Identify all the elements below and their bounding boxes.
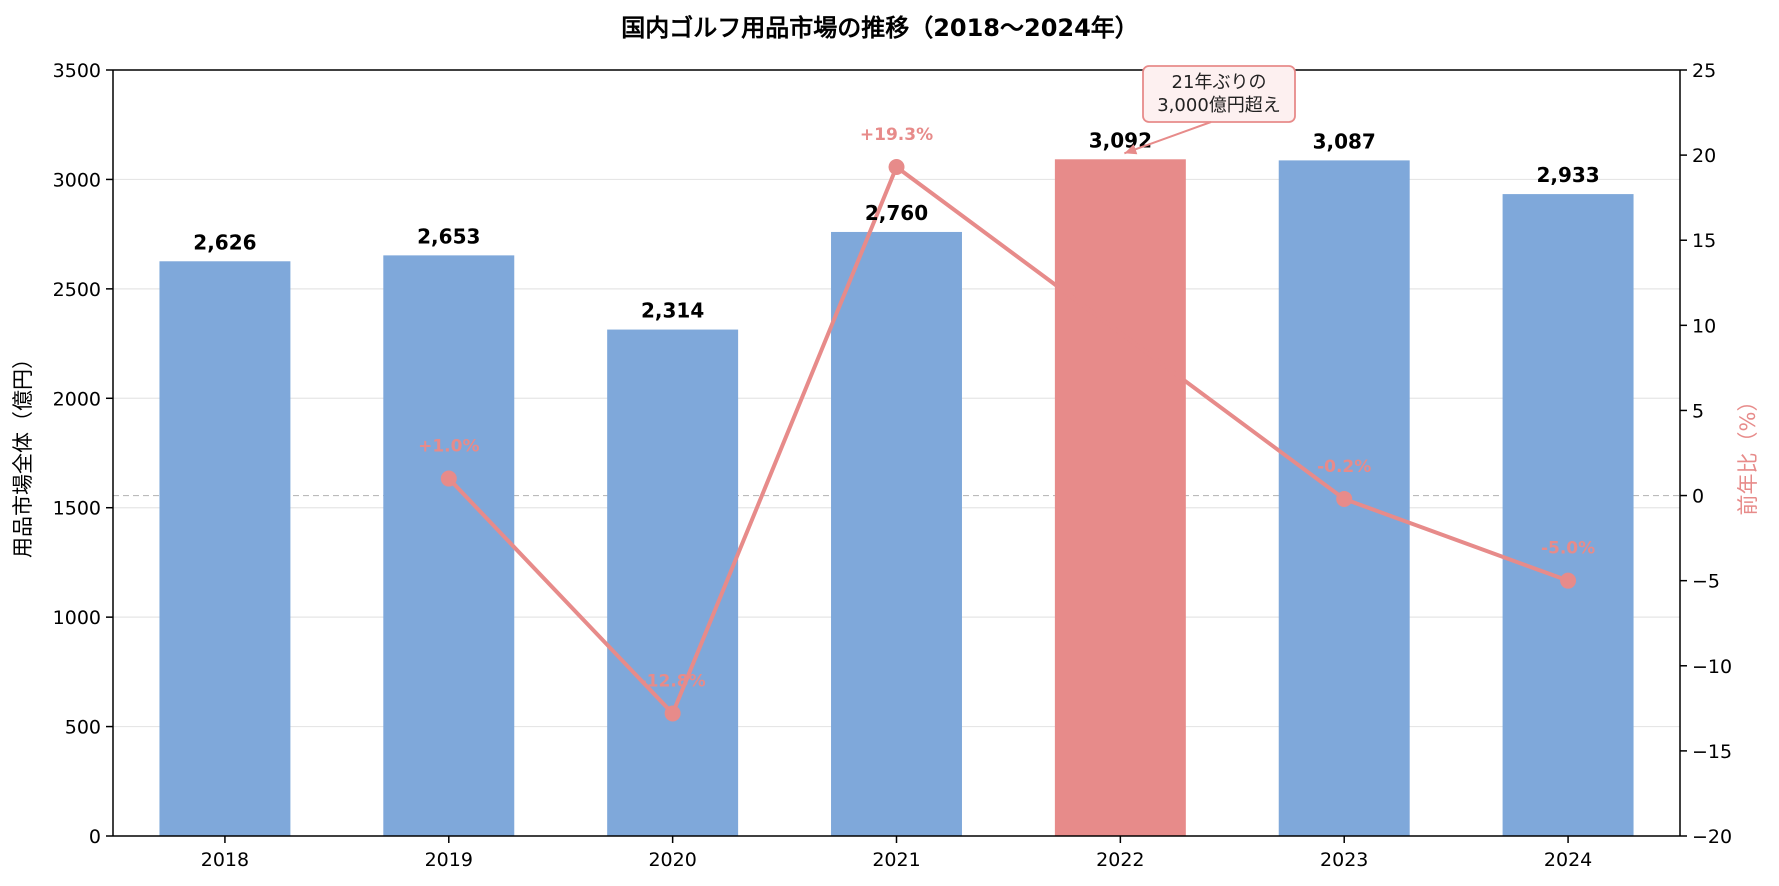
y2-tick-label: 10 — [1692, 315, 1716, 337]
y-tick-label: 0 — [89, 826, 101, 848]
yoy-label: +1.0% — [418, 437, 479, 457]
label-layer: 2,626 2,653 2,314 2,760 3,092 3,087 2,933 +1.0%… — [193, 125, 1599, 691]
y-tick-label: 1500 — [53, 498, 101, 520]
bar-value-label: 2,653 — [417, 224, 480, 248]
y-tick-label: 1000 — [53, 607, 101, 629]
y2-axis-title: 前年比（%） — [1736, 391, 1760, 516]
chart-title: 国内ゴルフ用品市場の推移（2018～2024年） — [621, 14, 1139, 42]
bar — [1054, 159, 1186, 837]
bar — [383, 255, 515, 836]
y2-tick-label: 0 — [1692, 486, 1704, 508]
x-tick-label: 2020 — [648, 849, 696, 871]
yoy-label: -5.0% — [1541, 539, 1595, 559]
y2-tick-label: −15 — [1692, 741, 1732, 763]
bar-value-label: 2,933 — [1536, 163, 1599, 187]
y2-tick-label: 20 — [1692, 145, 1716, 167]
annotation-text: 21年ぶりの — [1172, 72, 1267, 93]
yoy-point — [664, 705, 681, 722]
bar — [1502, 194, 1634, 837]
bar — [607, 329, 739, 836]
yoy-label: -0.2% — [1317, 457, 1371, 477]
y2-tick-label: −20 — [1692, 826, 1732, 848]
axis-layer: 0 500 1000 1500 2000 2500 3000 3500 −20 −15 −10 −5 0… — [53, 60, 1732, 871]
y-axis-title: 用品市場全体（億円） — [11, 348, 35, 558]
bar — [159, 261, 291, 836]
y-tick-label: 500 — [65, 717, 101, 739]
bar-value-label: 3,092 — [1089, 128, 1152, 152]
annotation-box — [1142, 65, 1296, 123]
y2-tick-label: −5 — [1692, 571, 1720, 593]
y2-tick-label: 5 — [1692, 400, 1704, 422]
yoy-label: -12.8% — [640, 671, 706, 691]
y2-tick-label: 25 — [1692, 60, 1716, 82]
y-tick-label: 3000 — [53, 169, 101, 191]
bar-value-label: 3,087 — [1313, 129, 1376, 153]
x-tick-label: 2024 — [1544, 849, 1592, 871]
annotation-arrowhead — [1124, 144, 1138, 155]
bar-layer — [159, 159, 1634, 837]
y-tick-label: 2500 — [53, 279, 101, 301]
x-tick-label: 2023 — [1320, 849, 1368, 871]
x-tick-label: 2018 — [201, 849, 249, 871]
yoy-point — [888, 159, 905, 176]
line-layer — [440, 159, 1577, 722]
x-tick-label: 2021 — [872, 849, 920, 871]
bar-value-label: 2,760 — [865, 201, 928, 225]
y-tick-label: 3500 — [53, 60, 101, 82]
yoy-point — [1560, 572, 1577, 589]
bar-value-label: 2,314 — [641, 299, 704, 323]
x-tick-label: 2022 — [1096, 849, 1144, 871]
bar — [831, 231, 962, 836]
yoy-point — [1336, 490, 1353, 507]
annotation-text: 3,000億円超え — [1157, 95, 1281, 116]
y2-tick-label: −10 — [1692, 656, 1732, 678]
bar-value-label: 2,626 — [193, 230, 256, 254]
yoy-label: +19.3% — [860, 125, 933, 145]
annotation-arrow — [1124, 121, 1212, 155]
y2-tick-label: 15 — [1692, 230, 1716, 252]
yoy-point — [440, 470, 457, 487]
y-tick-label: 2000 — [53, 388, 101, 410]
x-tick-label: 2019 — [425, 849, 473, 871]
